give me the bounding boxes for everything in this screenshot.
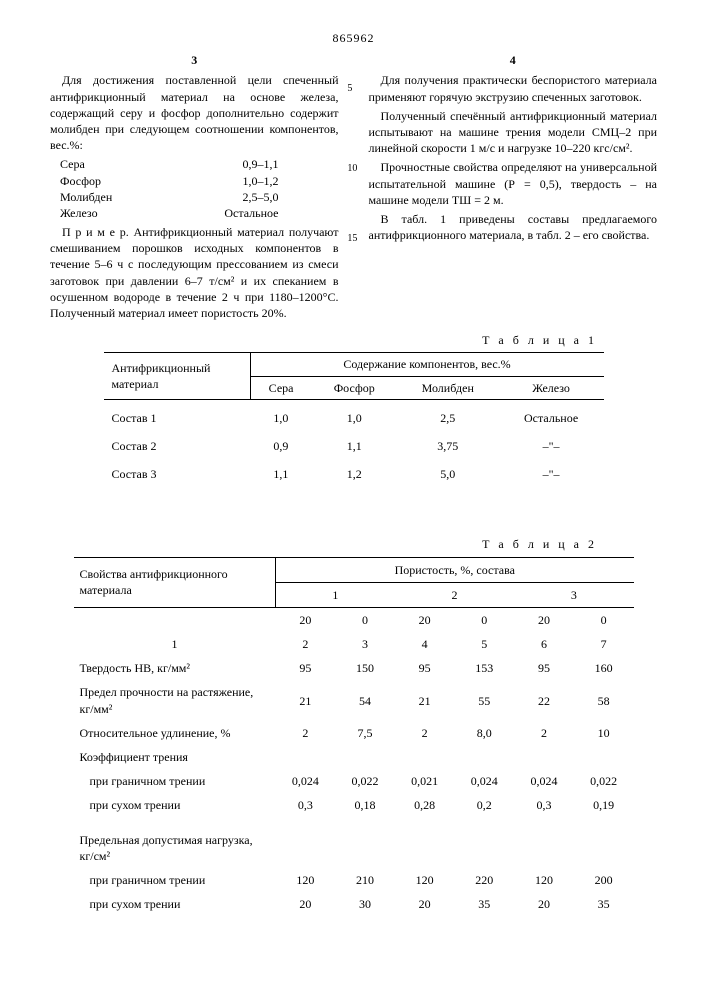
t2-sub: 3 (514, 582, 633, 607)
left-para-2: П р и м е р. Антифрикционный материал по… (50, 224, 339, 321)
table-2: Свойства антифрикционного материала Пори… (74, 557, 634, 917)
table-1: Антифрикционный материал Содержание комп… (104, 352, 604, 488)
t1-col: Сера (250, 376, 312, 399)
left-page-num: 3 (50, 52, 339, 68)
table-row: Предел прочности на растяжение, кг/мм²21… (74, 680, 634, 720)
line-marker-10: 10 (347, 162, 357, 176)
line-marker-15: 15 (347, 232, 357, 246)
t1-header-content: Содержание компонентов, вес.% (250, 353, 604, 376)
right-column: 4 Для получения практически беспористого… (369, 52, 658, 324)
component-list: Сера0,9–1,1 Фосфор1,0–1,2 Молибден2,5–5,… (50, 156, 339, 221)
table-row: Состав 20,91,13,75–"– (104, 432, 604, 460)
table-row: Твердость НВ, кг/мм²951509515395160 (74, 656, 634, 680)
table-row: при сухом трении0,30,180,280,20,30,19 (74, 793, 634, 817)
table-2-caption: Т а б л и ц а 2 (50, 536, 597, 552)
left-para-1: Для достижения поставленной цели спеченн… (50, 72, 339, 153)
table-1-caption: Т а б л и ц а 1 (50, 332, 597, 348)
line-marker-5: 5 (347, 82, 352, 96)
table-row: Относительное удлинение, %27,528,0210 (74, 721, 634, 745)
component-row: Молибден2,5–5,0 (60, 189, 339, 205)
right-para-1: Для получения практически беспористого м… (369, 72, 658, 104)
group-header-row: Предельная допустимая нагрузка, кг/см² (74, 828, 634, 868)
left-column: 3 Для достижения поставленной цели спече… (50, 52, 339, 324)
t1-header-material: Антифрикционный материал (104, 353, 251, 399)
two-column-text: 3 Для достижения поставленной цели спече… (50, 52, 657, 324)
t2-header-props: Свойства антифрикционного материала (74, 557, 276, 607)
right-para-2: Полученный спечённый антифрикционный мат… (369, 108, 658, 157)
table-row: при сухом трении203020352035 (74, 892, 634, 916)
table-row: при граничном трении120210120220120200 (74, 868, 634, 892)
right-para-3: Прочностные свойства определяют на униве… (369, 159, 658, 208)
table-row: Состав 31,11,25,0–"– (104, 460, 604, 488)
page-header: 865962 (50, 30, 657, 46)
table-row: Состав 11,01,02,5Остальное (104, 399, 604, 432)
t2-sub: 2 (395, 582, 514, 607)
component-row: Сера0,9–1,1 (60, 156, 339, 172)
t1-col: Молибден (397, 376, 499, 399)
t1-col: Железо (499, 376, 604, 399)
doc-number: 865962 (333, 31, 375, 45)
right-page-num: 4 (369, 52, 658, 68)
component-row: ЖелезоОстальное (60, 205, 339, 221)
t2-sub: 1 (276, 582, 395, 607)
table-row: при граничном трении0,0240,0220,0210,024… (74, 769, 634, 793)
porosity-row: 200200200 (74, 607, 634, 632)
numbering-row: 1234567 (74, 632, 634, 656)
t2-header-porosity: Пористость, %, состава (276, 557, 634, 582)
right-para-4: В табл. 1 приведены составы предлагаемог… (369, 211, 658, 243)
t1-col: Фосфор (312, 376, 397, 399)
component-row: Фосфор1,0–1,2 (60, 173, 339, 189)
group-header-row: Коэффициент трения (74, 745, 634, 769)
